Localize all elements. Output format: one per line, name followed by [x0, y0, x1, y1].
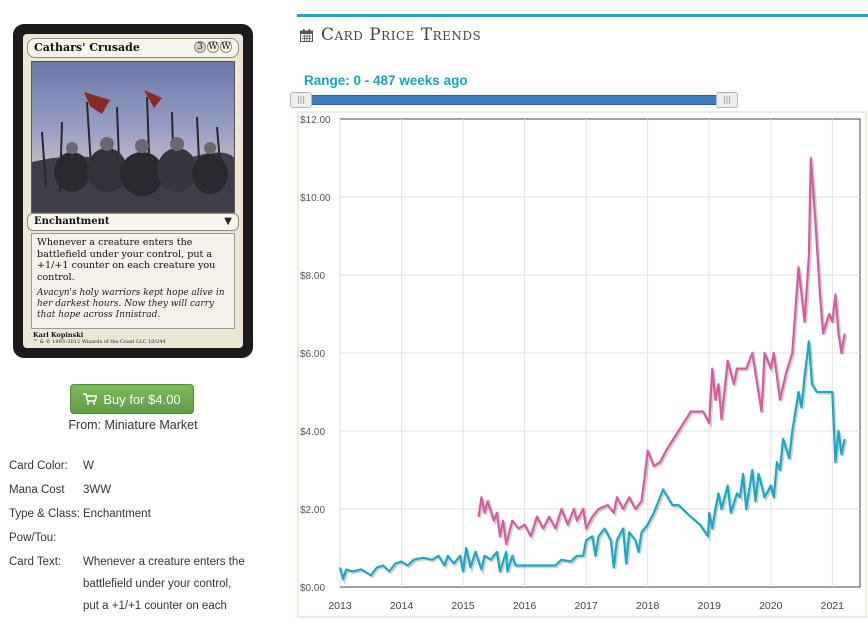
set-symbol-icon: ▼ — [224, 216, 232, 227]
y-tick-label: $0.00 — [300, 583, 325, 594]
card-rules-text: Whenever a creature enters the battlefie… — [37, 237, 216, 283]
card-text-box: Whenever a creature enters the battlefie… — [31, 233, 235, 329]
section-top-rule — [297, 14, 868, 17]
mana-white-symbol: W — [220, 41, 232, 53]
mana-generic-symbol: 3 — [194, 41, 206, 53]
series-line-teal — [338, 340, 846, 581]
y-tick-label: $4.00 — [300, 427, 325, 438]
y-tick-label: $2.00 — [300, 505, 325, 516]
detail-value-line: Whenever a creature enters the — [83, 556, 245, 568]
card-artist: Karl Kopinski — [33, 331, 84, 339]
x-tick-label: 2014 — [390, 600, 414, 612]
detail-value: W — [83, 460, 94, 472]
card-flavor-text: Avacyn's holy warriors kept hope alive i… — [37, 288, 225, 320]
detail-value: Enchantment — [83, 508, 151, 520]
y-tick-label: $8.00 — [300, 271, 325, 282]
card-name: Cathars' Crusade — [34, 41, 140, 54]
detail-label: Card Color: — [9, 460, 68, 472]
card-copyright: ™ & © 1993–2012 Wizards of the Coast LLC… — [33, 339, 166, 345]
x-tick-label: 2018 — [636, 600, 660, 612]
y-tick-label: $6.00 — [300, 349, 325, 360]
card-type-line: Enchantment — [34, 216, 110, 227]
x-tick-label: 2013 — [328, 600, 352, 612]
vendor-label: From: — [68, 418, 102, 432]
x-tick-label: 2016 — [513, 600, 537, 612]
range-slider-start-handle[interactable]: ||| — [290, 92, 312, 108]
detail-value-line: put a +1/+1 counter on each — [83, 600, 227, 612]
x-tick-label: 2020 — [759, 600, 783, 612]
range-label: Range: 0 - 487 weeks ago — [304, 73, 468, 88]
vendor-name: Miniature Market — [104, 418, 198, 432]
series-line-pink — [477, 156, 846, 546]
shopping-cart-icon — [83, 393, 98, 405]
x-tick-label: 2015 — [451, 600, 475, 612]
detail-value: 3WW — [83, 484, 112, 496]
vendor-line: From: Miniature Market — [63, 418, 203, 432]
card-mana-cost: 3 W W — [194, 41, 232, 53]
section-title: Card Price Trends — [321, 25, 482, 45]
calendar-icon — [300, 29, 313, 42]
card-artwork — [31, 61, 235, 213]
detail-value-line: battlefield under your control, — [83, 578, 232, 590]
detail-label: Pow/Tou: — [9, 532, 57, 544]
card-type-bar: Enchantment ▼ — [27, 213, 239, 231]
buy-button[interactable]: Buy for $4.00 — [70, 384, 194, 414]
detail-label: Type & Class: — [9, 508, 80, 520]
y-tick-label: $12.00 — [300, 115, 331, 126]
x-tick-label: 2021 — [821, 600, 845, 612]
detail-label: Mana Cost — [9, 484, 65, 496]
card-name-bar: Cathars' Crusade 3 W W — [27, 38, 239, 58]
card-artwork-illustration — [32, 62, 234, 212]
x-tick-label: 2017 — [574, 600, 598, 612]
detail-label: Card Text: — [9, 556, 62, 568]
card-image[interactable]: Cathars' Crusade 3 W W — [13, 24, 253, 358]
mana-white-symbol: W — [207, 41, 219, 53]
buy-button-label: Buy for $4.00 — [103, 391, 181, 407]
range-slider-end-handle[interactable]: ||| — [716, 92, 738, 108]
x-tick-label: 2019 — [698, 600, 722, 612]
y-tick-label: $10.00 — [300, 193, 331, 204]
